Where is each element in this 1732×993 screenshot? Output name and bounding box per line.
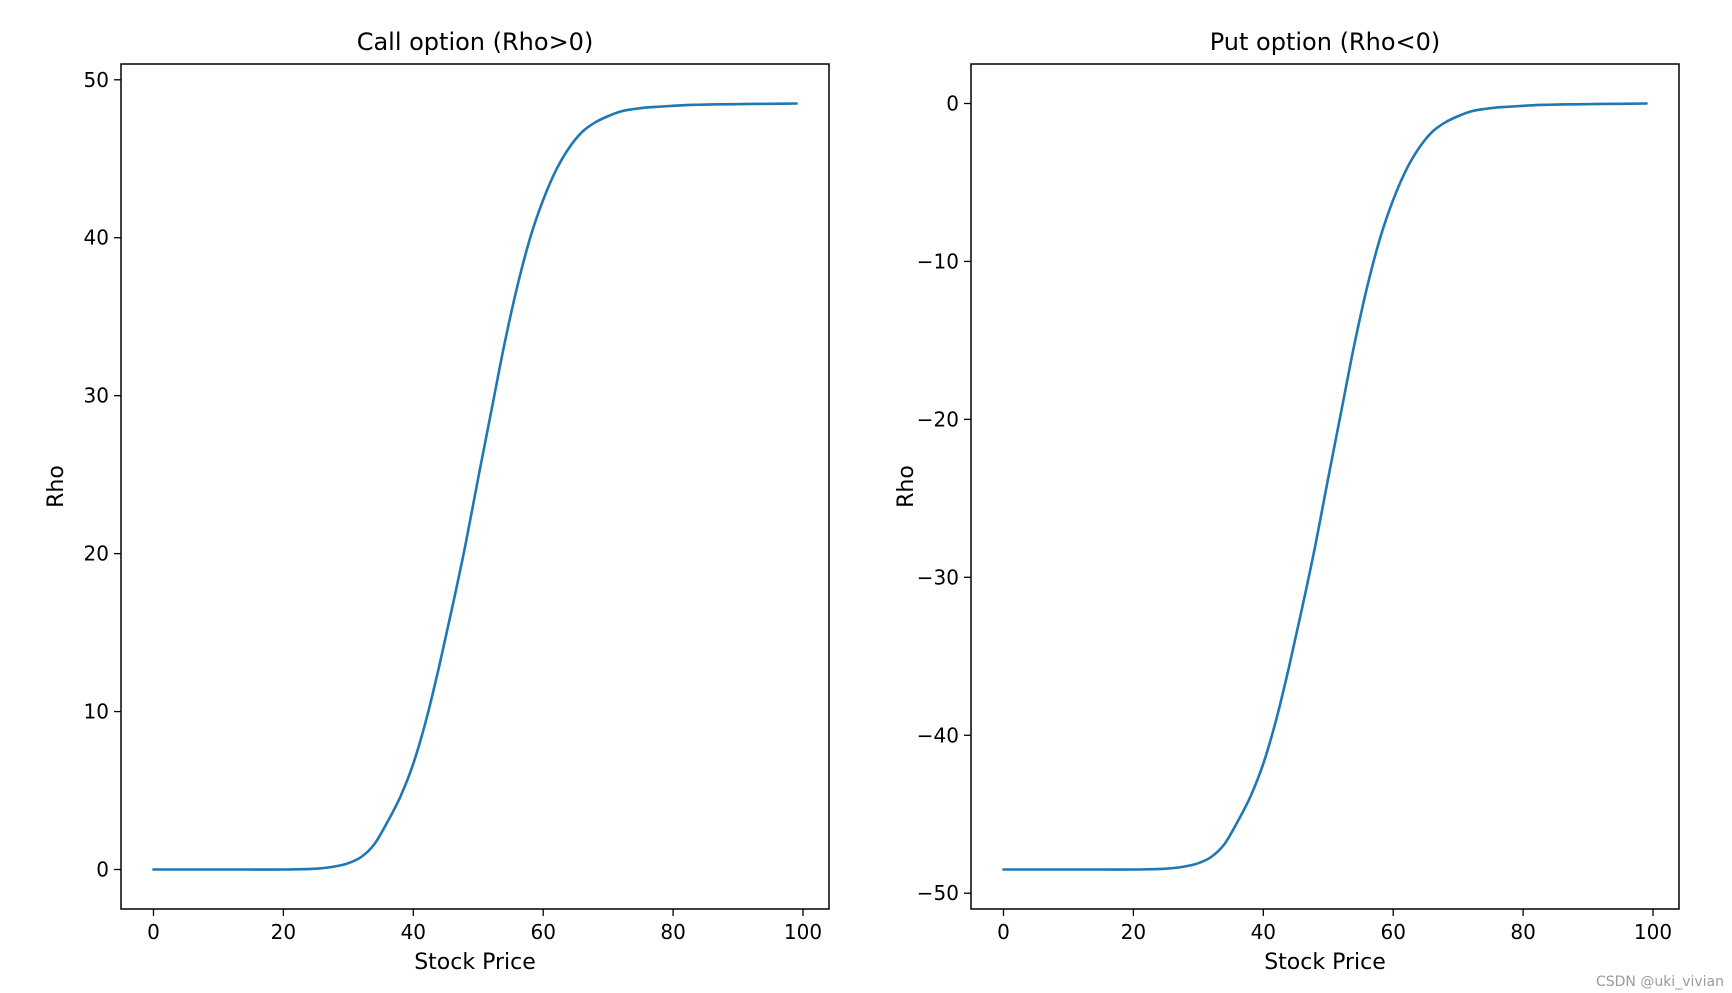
y-tick-label: −20 [917, 407, 959, 431]
x-axis-ticks: 0 20 40 60 80 100 [997, 909, 1672, 944]
y-tick-label: −50 [917, 881, 959, 905]
x-tick-label: 80 [660, 920, 685, 944]
y-tick-label: 0 [946, 91, 959, 115]
y-tick-label: 50 [84, 68, 109, 92]
x-axis-label: Stock Price [414, 950, 536, 975]
watermark-text: CSDN @uki_vivian [1596, 974, 1724, 990]
chart-title: Put option (Rho<0) [1210, 28, 1441, 56]
y-tick-label: −10 [917, 249, 959, 273]
put-option-panel: Put option (Rho<0) 0 −10 −20 −30 −40 −50 0 20 4… [894, 28, 1680, 975]
x-tick-label: 60 [530, 920, 555, 944]
x-axis-ticks: 0 20 40 60 80 100 [147, 909, 822, 944]
rho-line-call [152, 102, 798, 871]
y-tick-label: 10 [84, 700, 109, 724]
y-axis-ticks: 0 −10 −20 −30 −40 −50 [917, 91, 971, 905]
rho-line-put [1002, 102, 1648, 871]
x-axis-label: Stock Price [1264, 950, 1386, 975]
chart-title: Call option (Rho>0) [357, 28, 594, 56]
y-tick-label: 40 [84, 226, 109, 250]
x-tick-label: 40 [1251, 920, 1276, 944]
x-tick-label: 40 [401, 920, 426, 944]
y-tick-label: 0 [96, 858, 109, 882]
x-tick-label: 100 [784, 920, 822, 944]
y-tick-label: 20 [84, 542, 109, 566]
x-tick-label: 80 [1510, 920, 1535, 944]
y-axis-ticks: 0 10 20 30 40 50 [84, 68, 121, 882]
x-tick-label: 60 [1380, 920, 1405, 944]
y-tick-label: −40 [917, 723, 959, 747]
x-tick-label: 0 [997, 920, 1010, 944]
y-axis-label: Rho [44, 465, 69, 508]
y-axis-label: Rho [894, 465, 919, 508]
x-tick-label: 100 [1634, 920, 1672, 944]
x-tick-label: 20 [271, 920, 296, 944]
y-tick-label: 30 [84, 384, 109, 408]
x-tick-label: 0 [147, 920, 160, 944]
plot-frame [970, 63, 1680, 910]
y-tick-label: −30 [917, 565, 959, 589]
x-tick-label: 20 [1121, 920, 1146, 944]
call-option-panel: Call option (Rho>0) 0 10 20 30 40 50 0 20 40 60 8… [44, 28, 830, 975]
plot-frame [120, 63, 830, 910]
